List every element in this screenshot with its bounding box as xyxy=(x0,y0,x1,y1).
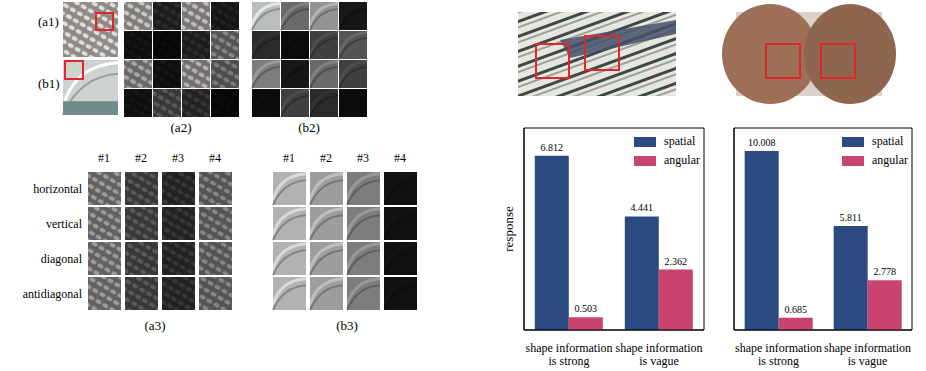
html-text:angular: angular xyxy=(872,153,908,167)
svg-text:(a3): (a3) xyxy=(145,318,166,333)
svg-text:5.811: 5.811 xyxy=(840,212,862,223)
svg-text:(b1): (b1) xyxy=(38,76,60,91)
svg-text:#1: #1 xyxy=(98,151,110,165)
svg-text:response: response xyxy=(501,206,516,252)
svg-text:0.503: 0.503 xyxy=(575,303,598,314)
svg-text:#2: #2 xyxy=(320,151,332,165)
svg-text:4.441: 4.441 xyxy=(631,202,654,213)
svg-text:2.362: 2.362 xyxy=(665,256,688,267)
svg-text:#3: #3 xyxy=(357,151,369,165)
svg-text:(a1): (a1) xyxy=(38,14,59,29)
svg-text:shape informationis strong: shape informationis strong xyxy=(526,341,613,368)
svg-text:(a2): (a2) xyxy=(171,120,192,135)
svg-text:shape informationis vague: shape informationis vague xyxy=(824,341,911,368)
svg-text:#3: #3 xyxy=(172,151,184,165)
svg-text:10.008: 10.008 xyxy=(748,137,776,148)
svg-text:#4: #4 xyxy=(394,151,406,165)
svg-text:shape informationis strong: shape informationis strong xyxy=(735,341,822,368)
html-text:spatial: spatial xyxy=(872,134,904,148)
html-text:angular: angular xyxy=(664,153,700,167)
svg-text:antidiagonal: antidiagonal xyxy=(23,287,83,301)
svg-text:horizontal: horizontal xyxy=(33,182,82,196)
svg-text:#2: #2 xyxy=(135,151,147,165)
svg-text:#1: #1 xyxy=(283,151,295,165)
svg-text:0.685: 0.685 xyxy=(784,304,807,315)
svg-text:2.778: 2.778 xyxy=(873,266,896,277)
svg-text:shape informationis vague: shape informationis vague xyxy=(616,341,703,368)
svg-text:vertical: vertical xyxy=(46,217,83,231)
svg-text:(b2): (b2) xyxy=(298,120,320,135)
svg-text:#4: #4 xyxy=(209,151,221,165)
html-text:spatial: spatial xyxy=(664,134,696,148)
svg-text:6.812: 6.812 xyxy=(541,142,564,153)
svg-text:diagonal: diagonal xyxy=(41,252,83,266)
svg-text:(b3): (b3) xyxy=(336,318,358,333)
